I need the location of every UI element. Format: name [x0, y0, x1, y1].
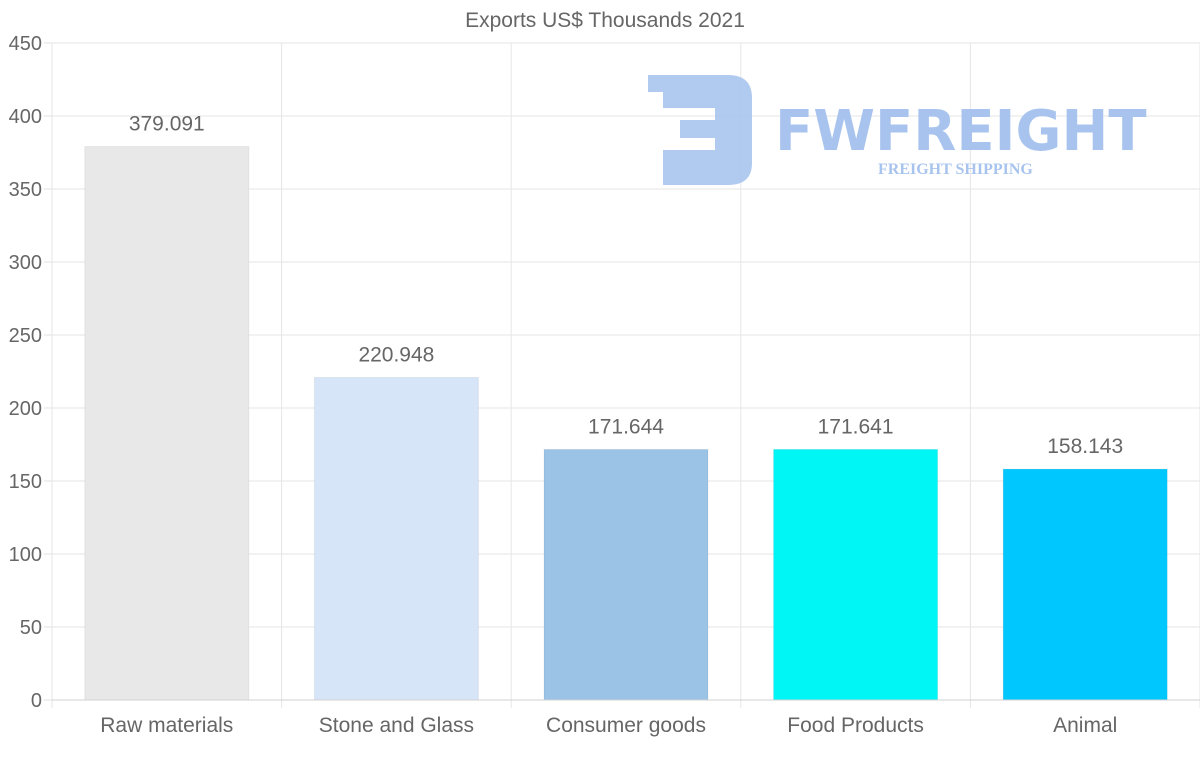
y-tick-label: 250 — [9, 325, 42, 347]
y-tick-label: 150 — [9, 471, 42, 493]
watermark-brand: FWFREIGHT — [775, 99, 1147, 164]
bar-raw-materials — [84, 146, 250, 701]
value-label: 379.091 — [129, 113, 205, 136]
value-label: 171.644 — [588, 415, 664, 438]
value-labels: 379.091 220.948 171.644 171.641 158.143 — [129, 113, 1123, 459]
x-tick-label: Animal — [1053, 714, 1117, 737]
x-tick-label: Food Products — [787, 714, 924, 737]
y-tick-label: 350 — [9, 179, 42, 201]
fwfreight-logo-icon — [648, 75, 752, 185]
y-tick-label: 200 — [9, 398, 42, 420]
y-axis-ticks: 0 50 100 150 200 250 300 350 400 450 — [9, 33, 42, 712]
watermark-tagline: FREIGHT SHIPPING — [878, 161, 1033, 178]
value-label: 171.641 — [818, 415, 894, 438]
x-tick-label: Raw materials — [100, 714, 233, 737]
bars — [84, 146, 1168, 701]
value-label: 220.948 — [358, 343, 434, 366]
value-label: 158.143 — [1047, 435, 1123, 458]
x-tick-label: Consumer goods — [546, 714, 706, 737]
bar-consumer-goods — [543, 448, 709, 701]
bar-food-products — [773, 448, 939, 701]
y-tick-label: 450 — [9, 33, 42, 55]
y-tick-label: 50 — [20, 617, 42, 639]
y-tick-label: 0 — [31, 690, 42, 712]
y-tick-label: 400 — [9, 106, 42, 128]
chart-title: Exports US$ Thousands 2021 — [465, 9, 745, 32]
x-tick-label: Stone and Glass — [319, 714, 474, 737]
x-axis-labels: Raw materials Stone and Glass Consumer goo… — [100, 714, 1117, 737]
watermark: FWFREIGHT FREIGHT SHIPPING — [648, 75, 1147, 185]
y-tick-label: 100 — [9, 544, 42, 566]
y-tick-label: 300 — [9, 252, 42, 274]
bar-stone-and-glass — [313, 376, 479, 701]
bar-animal — [1002, 468, 1168, 701]
